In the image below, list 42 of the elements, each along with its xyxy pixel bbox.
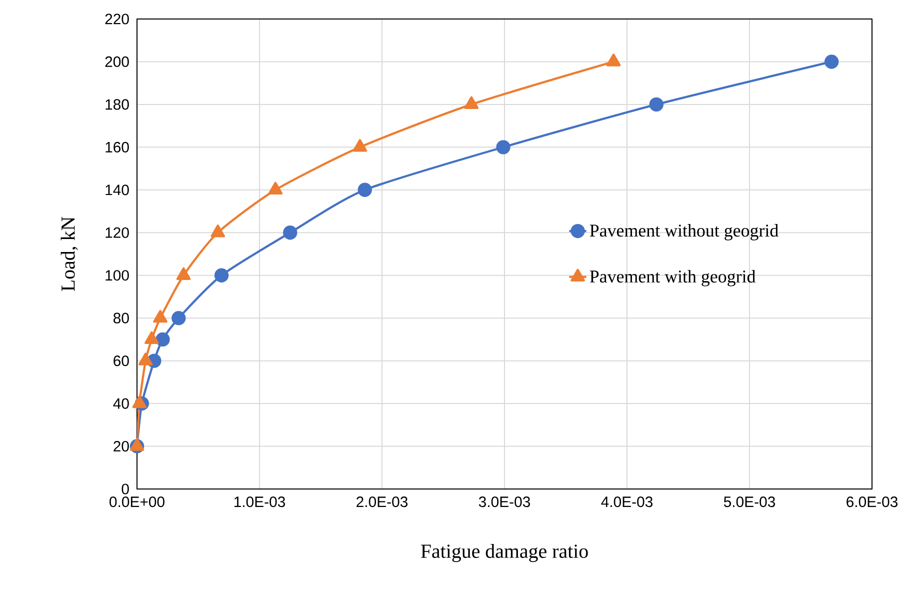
point [268, 182, 283, 194]
y-tick-label: 180 [106, 99, 129, 110]
x-tick-label: 5.0E-03 [724, 496, 776, 508]
x-axis-title: Fatigue damage ratio [420, 544, 588, 562]
x-tick-label: 4.0E-03 [601, 496, 653, 508]
point [138, 352, 153, 366]
y-axis-title: Load, kN [60, 216, 78, 292]
point [132, 395, 147, 408]
y-tick-label: 40 [113, 398, 129, 409]
point [153, 310, 168, 323]
y-tick-label: 160 [106, 142, 129, 152]
point [649, 97, 664, 112]
point [606, 54, 621, 66]
point [358, 182, 372, 197]
point [156, 332, 170, 347]
point [176, 267, 191, 280]
point [172, 310, 186, 326]
legend-label: Pavement with geogrid [590, 270, 756, 286]
y-tick-label: 100 [106, 270, 129, 281]
point [130, 438, 144, 451]
point [283, 226, 298, 240]
y-tick-label: 80 [114, 312, 129, 324]
y-tick-label: 220 [105, 14, 129, 24]
x-tick-label: 3.0E-03 [478, 496, 530, 508]
point [352, 139, 368, 152]
point [464, 96, 479, 110]
x-tick-label: 6.0E-03 [846, 496, 898, 508]
x-tick-label: 0.0E+00 [110, 496, 164, 508]
point [144, 331, 159, 344]
x-tick-label: 2.0E-03 [356, 496, 408, 508]
x-tick-label: 1.0E-03 [234, 496, 286, 508]
y-tick-label: 0 [122, 484, 129, 494]
point [496, 140, 510, 154]
y-tick-label: 120 [106, 227, 129, 238]
y-tick-label: 60 [114, 356, 129, 366]
y-tick-label: 20 [114, 440, 129, 452]
point [210, 224, 226, 238]
y-tick-label: 140 [106, 184, 129, 196]
y-tick-label: 200 [105, 56, 129, 68]
point [214, 268, 229, 282]
point [824, 54, 839, 69]
legend-label: Pavement without geogrid [590, 224, 778, 240]
